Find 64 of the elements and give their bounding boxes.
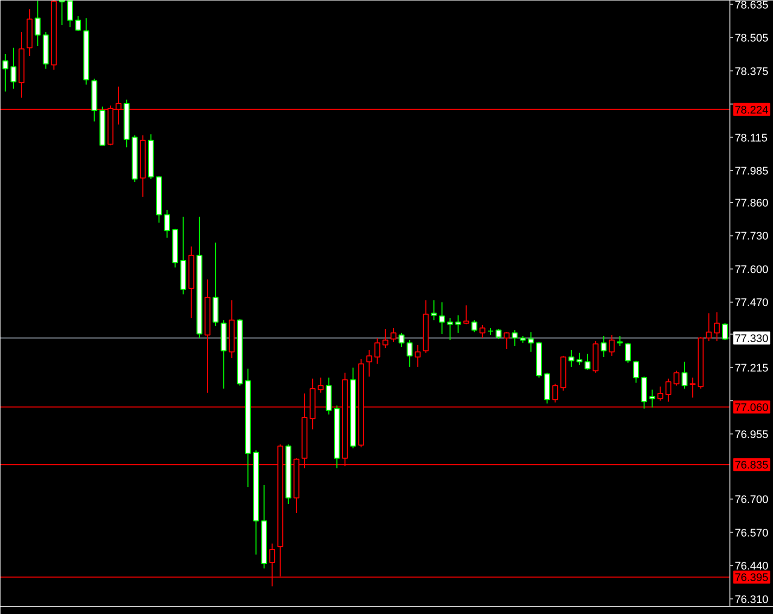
candlestick xyxy=(10,47,16,90)
candlestick xyxy=(576,352,582,366)
candlestick xyxy=(649,389,656,408)
candlestick xyxy=(414,344,421,368)
candlestick xyxy=(455,314,462,334)
candlestick xyxy=(398,332,404,348)
candlestick xyxy=(496,328,502,340)
candlestick xyxy=(682,361,688,390)
candlestick xyxy=(318,377,324,394)
y-tick-label: 76.310 xyxy=(734,594,768,606)
candlestick xyxy=(382,328,388,348)
candlestick xyxy=(406,340,413,368)
candlestick xyxy=(633,360,639,384)
candlestick xyxy=(584,353,590,370)
candlestick xyxy=(552,383,558,403)
ref-line-label: 77.330 xyxy=(734,333,768,346)
y-tick-label: 78.505 xyxy=(734,32,768,45)
candlestick xyxy=(34,0,41,47)
candlestick xyxy=(528,332,534,352)
candlestick xyxy=(674,370,680,386)
candlestick xyxy=(665,378,672,402)
y-tick-label: 78.375 xyxy=(734,66,768,78)
candlestick xyxy=(2,53,8,92)
candlestick xyxy=(430,300,437,321)
candlestick xyxy=(722,322,728,341)
candlestick xyxy=(714,312,720,342)
candlestick xyxy=(447,318,453,341)
candlestick xyxy=(616,335,623,346)
candlestick xyxy=(390,328,396,342)
y-tick-label: 77.985 xyxy=(734,166,768,178)
y-tick-label: 77.730 xyxy=(734,230,768,243)
candlestick xyxy=(366,350,372,378)
candlestick xyxy=(75,16,82,32)
y-tick-label: 76.570 xyxy=(734,527,768,540)
candlestick xyxy=(625,342,631,364)
ref-line-label: 77.060 xyxy=(734,402,768,414)
candlestick xyxy=(512,330,518,346)
candlestick xyxy=(164,209,170,238)
candlestick xyxy=(600,335,607,358)
y-tick-label: 76.955 xyxy=(734,428,768,441)
candlestick xyxy=(439,302,445,334)
candlestick xyxy=(690,377,696,398)
y-tick-label: 77.600 xyxy=(734,264,768,276)
candlestick xyxy=(479,324,486,339)
y-tick-label: 76.700 xyxy=(734,494,768,506)
ref-line-label: 76.395 xyxy=(734,572,768,584)
y-tick-label: 77.470 xyxy=(734,297,768,310)
candlestick xyxy=(374,338,380,364)
candlestick xyxy=(463,304,470,325)
y-tick-label: 76.440 xyxy=(734,560,768,573)
candlestick xyxy=(59,0,65,26)
y-tick-label: 78.115 xyxy=(734,132,768,144)
y-tick-label: 78.635 xyxy=(734,0,768,12)
ref-line-label: 76.835 xyxy=(734,460,768,472)
candlestick xyxy=(706,312,712,342)
candlestick xyxy=(504,332,510,350)
candlestick xyxy=(471,320,478,333)
candlestick xyxy=(568,350,574,368)
ref-line-label: 78.224 xyxy=(734,104,768,116)
y-tick-label: 77.860 xyxy=(734,198,768,210)
candlestick xyxy=(657,386,664,402)
candlestick xyxy=(608,334,615,356)
candlestick xyxy=(67,0,73,28)
y-tick-label: 77.215 xyxy=(734,362,768,374)
